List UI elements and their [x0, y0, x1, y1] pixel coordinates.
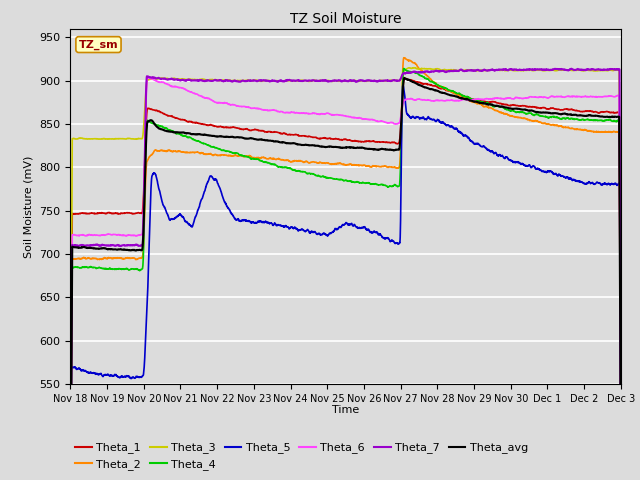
Theta_5: [606, 181, 614, 187]
Theta_3: [547, 68, 555, 73]
Theta_7: [568, 66, 575, 72]
Line: Theta_avg: Theta_avg: [70, 78, 621, 480]
Theta_3: [606, 67, 614, 73]
Title: TZ Soil Moisture: TZ Soil Moisture: [290, 12, 401, 26]
Theta_avg: [617, 448, 625, 454]
Theta_7: [301, 78, 309, 84]
Theta_avg: [129, 247, 137, 253]
Theta_4: [129, 266, 137, 272]
Theta_5: [278, 223, 285, 228]
Theta_6: [278, 108, 285, 114]
Line: Theta_2: Theta_2: [70, 58, 621, 480]
Theta_1: [401, 75, 408, 81]
Theta_5: [301, 229, 309, 235]
Theta_4: [301, 169, 309, 175]
Theta_avg: [162, 128, 170, 133]
Y-axis label: Soil Moisture (mV): Soil Moisture (mV): [24, 155, 34, 258]
Theta_1: [301, 133, 309, 139]
Theta_1: [606, 110, 614, 116]
Theta_7: [547, 67, 554, 72]
Theta_3: [411, 65, 419, 71]
Theta_avg: [547, 110, 555, 116]
Theta_2: [547, 122, 555, 128]
Theta_6: [129, 233, 137, 239]
Line: Theta_6: Theta_6: [70, 77, 621, 480]
Theta_5: [399, 83, 407, 88]
Theta_7: [617, 436, 625, 442]
Theta_2: [162, 148, 170, 154]
Line: Theta_5: Theta_5: [70, 85, 621, 480]
Line: Theta_1: Theta_1: [70, 78, 621, 480]
Theta_6: [162, 81, 170, 87]
Theta_3: [617, 423, 625, 429]
Theta_5: [129, 374, 137, 380]
Theta_4: [606, 117, 614, 123]
Theta_1: [162, 112, 170, 118]
Theta_7: [162, 76, 170, 82]
Theta_4: [617, 463, 625, 469]
Theta_2: [301, 159, 309, 165]
Theta_6: [617, 437, 625, 443]
Theta_2: [278, 157, 285, 163]
Theta_4: [547, 114, 555, 120]
Theta_2: [606, 129, 614, 134]
Theta_avg: [301, 142, 309, 147]
Theta_6: [547, 94, 555, 99]
Theta_5: [162, 207, 170, 213]
Theta_1: [617, 446, 625, 452]
Theta_2: [617, 469, 625, 475]
Line: Theta_4: Theta_4: [70, 69, 621, 480]
Theta_avg: [606, 114, 614, 120]
Theta_3: [129, 136, 137, 142]
Theta_4: [278, 165, 285, 170]
Theta_6: [606, 93, 614, 99]
Line: Theta_7: Theta_7: [70, 69, 621, 480]
Text: TZ_sm: TZ_sm: [79, 39, 118, 50]
Theta_2: [400, 55, 408, 60]
Theta_7: [278, 78, 285, 84]
Theta_3: [162, 76, 170, 82]
Theta_5: [547, 168, 555, 174]
X-axis label: Time: Time: [332, 405, 359, 415]
Theta_4: [162, 125, 170, 131]
Theta_1: [278, 131, 285, 136]
Theta_avg: [278, 140, 285, 145]
Theta_3: [278, 78, 285, 84]
Theta_1: [129, 211, 137, 216]
Theta_6: [143, 74, 151, 80]
Theta_avg: [401, 75, 408, 81]
Line: Theta_3: Theta_3: [70, 68, 621, 480]
Theta_6: [301, 110, 309, 116]
Theta_1: [547, 105, 555, 111]
Theta_7: [129, 242, 137, 248]
Theta_5: [617, 452, 625, 458]
Theta_3: [301, 78, 309, 84]
Theta_7: [606, 66, 614, 72]
Legend: Theta_1, Theta_2, Theta_3, Theta_4, Theta_5, Theta_6, Theta_7, Theta_avg: Theta_1, Theta_2, Theta_3, Theta_4, Thet…: [70, 438, 532, 474]
Theta_4: [400, 66, 408, 72]
Theta_2: [129, 255, 137, 261]
